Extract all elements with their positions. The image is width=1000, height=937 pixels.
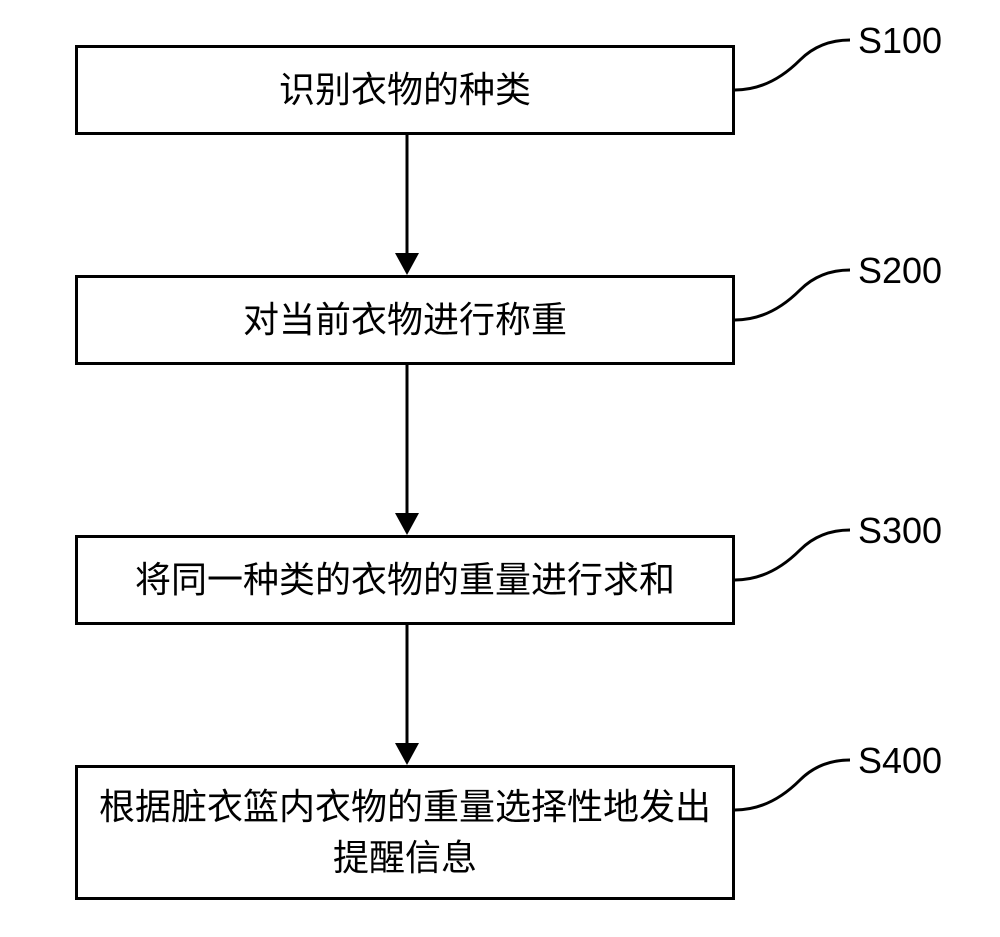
flow-step-2-text: 对当前衣物进行称重 [243, 295, 567, 345]
flowchart-container: 识别衣物的种类 S100 对当前衣物进行称重 S200 将同一种类的衣物的重量进… [0, 0, 1000, 937]
flow-step-3: 将同一种类的衣物的重量进行求和 [75, 535, 735, 625]
arrow-1-2 [405, 135, 408, 275]
step-label-4: S400 [858, 740, 942, 782]
step-label-3: S300 [858, 510, 942, 552]
flow-step-4-text: 根据脏衣篮内衣物的重量选择性地发出提醒信息 [98, 782, 712, 883]
flow-step-3-text: 将同一种类的衣物的重量进行求和 [135, 555, 675, 605]
flow-step-4: 根据脏衣篮内衣物的重量选择性地发出提醒信息 [75, 765, 735, 900]
arrow-2-3 [405, 365, 408, 535]
step-label-1: S100 [858, 20, 942, 62]
flow-step-1-text: 识别衣物的种类 [279, 65, 531, 115]
arrow-3-4 [405, 625, 408, 765]
step-label-2: S200 [858, 250, 942, 292]
flow-step-2: 对当前衣物进行称重 [75, 275, 735, 365]
flow-step-1: 识别衣物的种类 [75, 45, 735, 135]
